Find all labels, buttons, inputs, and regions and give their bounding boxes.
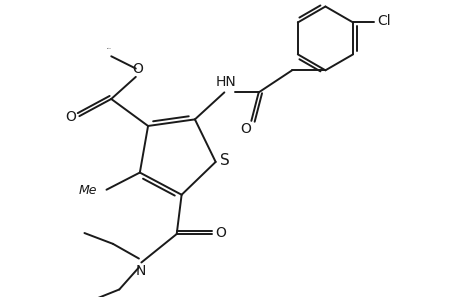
Text: O: O (214, 226, 225, 240)
Text: O: O (66, 110, 76, 124)
Text: O: O (240, 122, 250, 136)
Text: S: S (219, 153, 229, 168)
Text: Me: Me (78, 184, 97, 197)
Text: O: O (132, 61, 143, 76)
Text: N: N (135, 264, 145, 278)
Text: Cl: Cl (377, 14, 391, 28)
Text: methyl: methyl (107, 47, 112, 49)
Text: HN: HN (215, 75, 235, 89)
